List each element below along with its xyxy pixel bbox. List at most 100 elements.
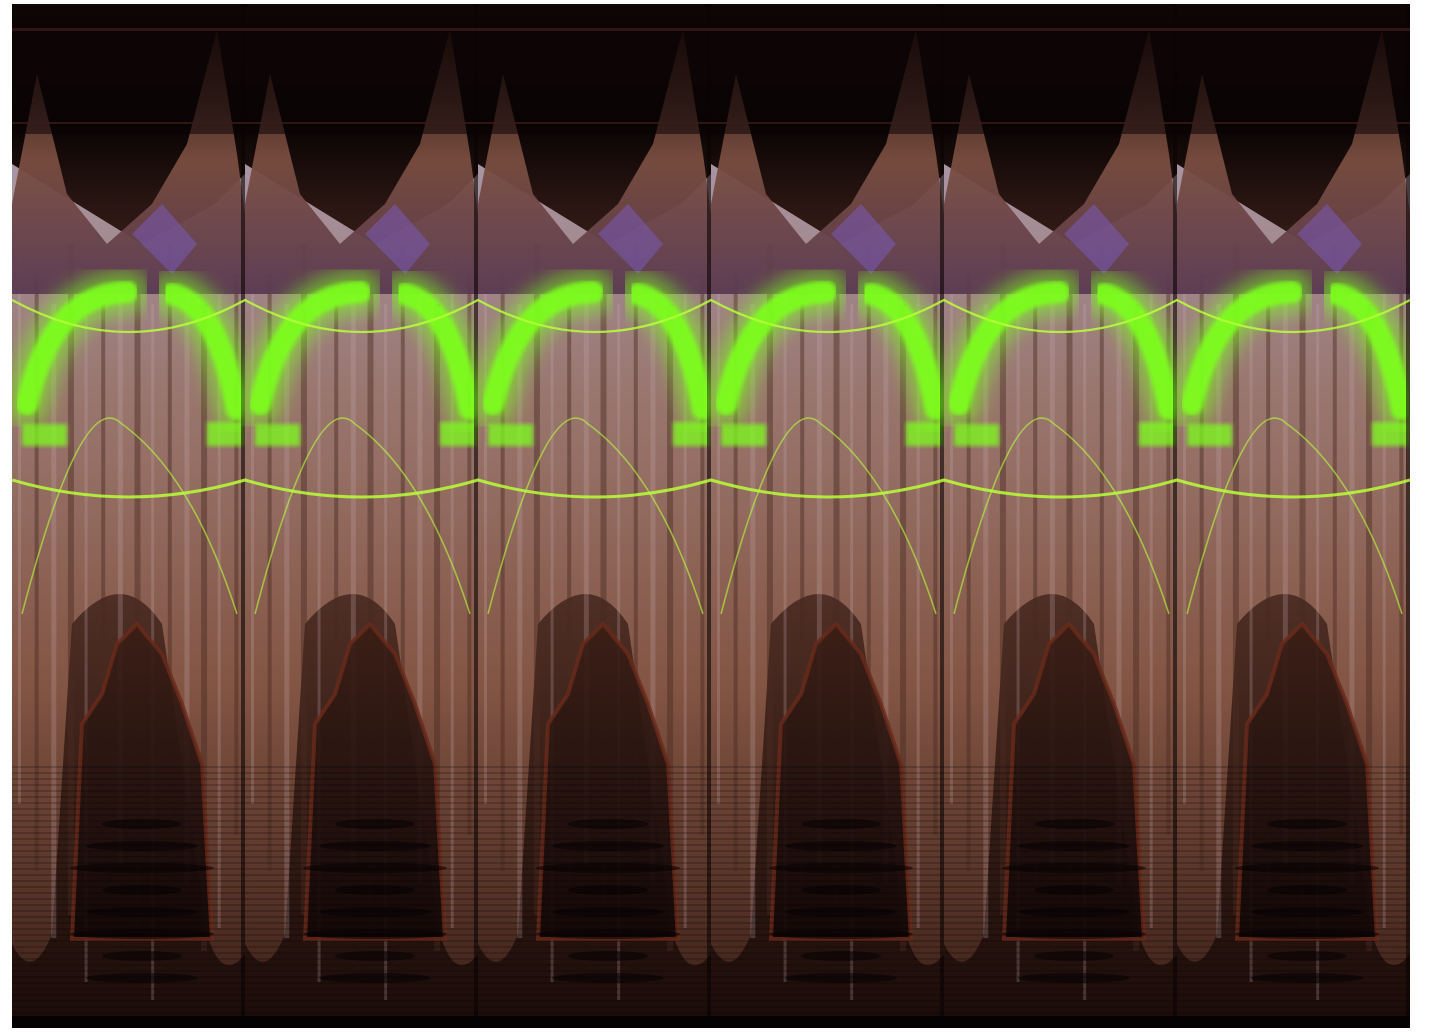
neon-bar: [1372, 422, 1410, 446]
fold-streak: [1016, 274, 1020, 982]
violet-shard: [365, 204, 430, 274]
violet-shard: [1297, 204, 1362, 274]
neon-arc: [249, 281, 371, 415]
tile-seam: [707, 4, 711, 1022]
spike-crest: [711, 29, 944, 294]
violet-shard: [1064, 204, 1129, 274]
thin-arch-line: [487, 417, 704, 615]
neon-bar: [673, 422, 711, 446]
fold-streak: [900, 304, 907, 951]
fold-streak: [950, 244, 953, 804]
fold-streak: [1066, 274, 1073, 933]
fold-streak: [633, 244, 638, 817]
fold-streak: [417, 274, 423, 884]
fold-streak: [1216, 304, 1222, 938]
fold-streak: [500, 274, 505, 871]
neon-arc: [1326, 283, 1410, 420]
neon-bar: [1139, 422, 1177, 446]
neon-bar: [1187, 424, 1232, 446]
glitch-artwork: [12, 4, 1410, 1022]
neon-arc: [1093, 283, 1180, 420]
fold-streak: [966, 274, 971, 871]
fold-streak: [733, 274, 738, 871]
fold-streak: [450, 244, 454, 928]
fold-streak: [683, 244, 687, 928]
neon-arc: [627, 283, 714, 420]
fold-streak: [117, 244, 123, 866]
fold-streak: [833, 274, 840, 933]
neon-arc: [161, 283, 248, 420]
violet-shard: [831, 204, 896, 274]
fold-streak: [800, 304, 805, 889]
tile-seam: [1173, 4, 1177, 1022]
fold-streak: [101, 304, 106, 889]
neon-bar: [255, 424, 300, 446]
violet-shard: [132, 204, 197, 274]
spike-crest: [944, 29, 1177, 294]
thin-arch-line: [1186, 417, 1403, 615]
neon-bar: [488, 424, 533, 446]
spike-crest: [1177, 29, 1410, 294]
fold-streak: [267, 274, 272, 871]
neon-bar: [954, 424, 999, 446]
fold-streak: [1382, 244, 1386, 928]
neon-bar: [721, 424, 766, 446]
fold-streak: [434, 304, 441, 951]
fold-streak: [999, 244, 1006, 915]
fold-streak: [184, 274, 190, 884]
fold-streak: [1282, 244, 1288, 866]
fold-streak: [933, 274, 938, 835]
fold-streak: [317, 274, 321, 982]
fold-streak: [1133, 304, 1140, 951]
fold-streak: [1149, 244, 1153, 928]
bottom-strip: [12, 1016, 1410, 1028]
thin-arch-line: [254, 417, 471, 615]
fold-streak: [583, 244, 589, 866]
fold-streak: [750, 304, 756, 938]
fold-streak: [650, 274, 656, 884]
fold-streak: [167, 244, 172, 817]
tile-seam: [241, 4, 245, 1022]
fold-streak: [284, 304, 290, 938]
neon-arc: [715, 281, 837, 415]
fold-streak: [1399, 274, 1404, 835]
fold-streak: [916, 244, 920, 928]
spike-crest: [12, 29, 245, 294]
neon-bar: [22, 424, 67, 446]
tile-seam: [1406, 4, 1410, 1022]
fold-streak: [1049, 244, 1055, 866]
fold-streak: [517, 304, 523, 938]
fold-streak: [783, 274, 787, 982]
fold-streak: [51, 304, 57, 938]
fold-streak: [484, 244, 487, 804]
thin-arch-line: [720, 417, 937, 615]
lime-wave-line: [12, 298, 1410, 334]
fold-streak: [350, 244, 356, 866]
fold-streak: [334, 304, 339, 889]
fold-streak: [1166, 274, 1171, 835]
fold-streak: [667, 304, 674, 951]
fold-streak: [700, 274, 705, 835]
neon-arc: [948, 281, 1070, 415]
fold-streak: [34, 274, 39, 871]
artwork-canvas: [12, 4, 1410, 1022]
fold-streak: [1366, 304, 1373, 951]
fold-streak: [1099, 244, 1104, 817]
fold-streak: [367, 274, 374, 933]
fold-streak: [234, 274, 239, 835]
fold-streak: [1249, 274, 1253, 982]
fold-streak: [400, 244, 405, 817]
fold-streak: [1232, 244, 1239, 915]
fold-streak: [217, 244, 221, 928]
neon-bar: [440, 422, 478, 446]
thin-arch-line: [21, 417, 238, 615]
neon-arc: [16, 281, 138, 415]
fold-streak: [1349, 274, 1355, 884]
fold-streak: [717, 244, 720, 804]
fold-streak: [84, 274, 88, 982]
fold-streak: [533, 244, 540, 915]
fold-streak: [67, 244, 74, 915]
fold-streak: [1183, 244, 1186, 804]
fold-streak: [866, 244, 871, 817]
fold-streak: [550, 274, 554, 982]
